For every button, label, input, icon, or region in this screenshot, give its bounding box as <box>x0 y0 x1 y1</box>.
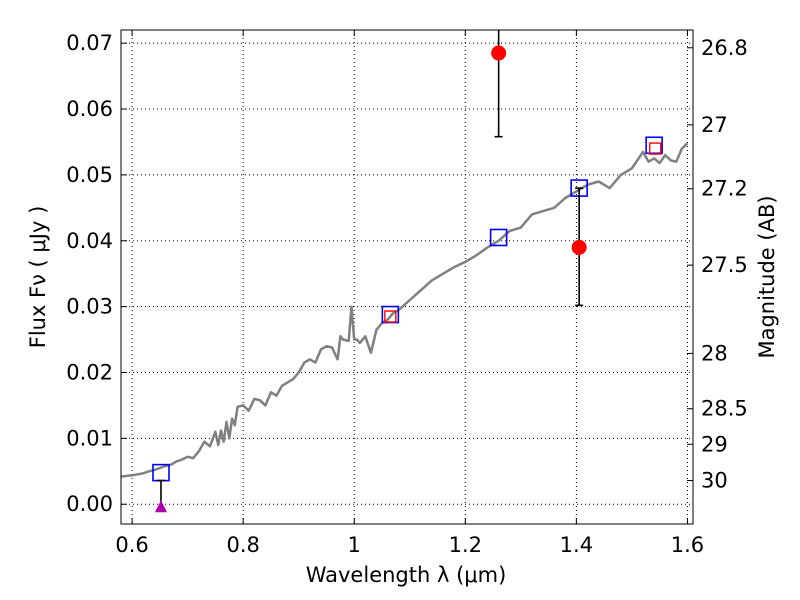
detection-point <box>571 239 587 255</box>
y-axis-right-label: Magnitude (AB) <box>755 195 779 358</box>
x-tick-label: 0.8 <box>226 533 259 557</box>
upper-limit-triangle <box>154 500 167 513</box>
right-tick-label: 30 <box>701 469 728 493</box>
spectrum-line <box>120 142 689 478</box>
axis-ticks: 0.6 0.8 1 1.2 1.4 1.6 0.00 0.01 0.02 0.03 0.04 0.05… <box>66 30 748 557</box>
right-tick-label: 27 <box>701 113 728 137</box>
model-square <box>489 228 508 247</box>
model-spectrum <box>120 142 689 478</box>
y-tick-label: 0.00 <box>66 492 113 516</box>
y-tick-label: 0.04 <box>66 229 113 253</box>
right-tick-label: 28.5 <box>701 397 748 421</box>
observed-square <box>649 142 662 155</box>
y-axis-label: Flux Fν ( μJy ) <box>26 206 50 349</box>
model-square <box>645 136 663 155</box>
y-tick-label: 0.05 <box>66 163 113 187</box>
right-tick-label: 29 <box>701 432 728 456</box>
y-tick-label: 0.07 <box>66 31 113 55</box>
grid <box>121 30 693 524</box>
right-tick-label: 28 <box>701 341 728 365</box>
photometry-markers <box>152 30 663 513</box>
x-axis-label: Wavelength λ (μm) <box>306 563 507 587</box>
y-tick-label: 0.02 <box>66 361 113 385</box>
right-tick-label: 27.2 <box>701 177 748 201</box>
x-tick-label: 0.6 <box>115 533 148 557</box>
x-tick-label: 1.2 <box>449 533 482 557</box>
y-tick-label: 0.01 <box>66 426 113 450</box>
plot-frame <box>120 29 694 525</box>
right-tick-label: 26.8 <box>701 36 748 60</box>
right-tick-label: 27.5 <box>701 253 748 277</box>
x-tick-label: 1 <box>348 533 361 557</box>
detection-point <box>491 45 507 61</box>
y-tick-label: 0.03 <box>66 295 113 319</box>
x-tick-label: 1.4 <box>560 533 593 557</box>
y-tick-label: 0.06 <box>66 97 113 121</box>
observed-square <box>384 310 397 323</box>
x-tick-label: 1.6 <box>671 533 704 557</box>
